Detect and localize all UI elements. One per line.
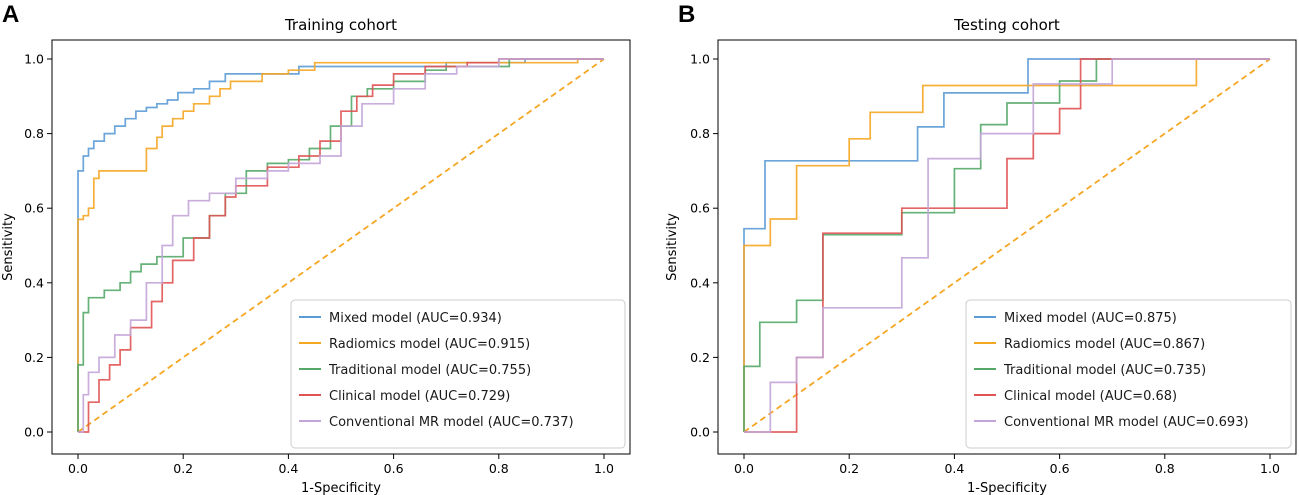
series-lines-b [743,58,1271,433]
roc-curve-a-4 [78,58,604,433]
legend-label-b-3: Traditional model (AUC=0.735) [1003,363,1206,378]
legend-box-a [290,299,626,449]
plot-frame-b [717,39,1297,455]
legend-label-b-4: Clinical model (AUC=0.68) [1004,389,1177,404]
y-tick-label-a: 0.6 [24,201,44,216]
chart-title-a: Training cohort [284,16,397,34]
roc-curve-b-1 [743,58,1270,432]
panel-label-a: A [2,1,19,28]
y-tick-label-b: 1.0 [690,52,710,67]
x-axis-label-a: 1-Specificity [301,481,381,495]
y-tick-label-b: 0.0 [690,425,710,440]
y-tick-label-b: 0.2 [690,350,710,365]
x-tick-label-a: 0.2 [173,461,193,476]
y-tick-label-b: 0.8 [690,126,710,141]
x-tick-label-a: 0.8 [489,461,509,476]
x-tick-label-b: 0.2 [839,461,859,476]
x-tick-label-b: 0.6 [1050,461,1070,476]
x-tick-label-a: 0.4 [278,461,298,476]
x-tick-label-a: 1.0 [594,461,614,476]
y-tick-label-a: 0.0 [24,425,44,440]
legend-label-b-1: Mixed model (AUC=0.875) [1004,311,1177,326]
y-tick-label-b: 0.4 [690,275,710,290]
roc-curve-a-5 [78,58,604,433]
ticks-b: 0.0 0.2 0.4 0.6 0.8 1.0 0.0 0.2 0.4 0.6 0.8 1.0 [690,52,1280,477]
panel-label-b: B [678,1,695,28]
y-axis-label-a: Sensitivity [1,213,16,281]
legend-label-a-4: Clinical model (AUC=0.729) [329,389,510,404]
legend-label-b-2: Radiomics model (AUC=0.867) [1004,337,1205,352]
x-tick-label-a: 0.6 [384,461,404,476]
y-tick-label-a: 0.8 [24,126,44,141]
legend-box-b [965,299,1292,449]
legend-label-a-3: Traditional model (AUC=0.755) [328,363,531,378]
chart-title-b: Testing cohort [953,16,1060,34]
x-tick-label-b: 0.8 [1155,461,1175,476]
y-tick-label-a: 1.0 [24,52,44,67]
roc-curve-b-5 [744,58,1270,433]
x-tick-label-a: 0.0 [68,461,88,476]
series-lines-a [77,58,605,433]
legend-label-a-1: Mixed model (AUC=0.934) [329,311,502,326]
x-axis-label-b: 1-Specificity [967,481,1047,495]
y-axis-label-b: Sensitivity [665,213,680,281]
panel-b: B Testing cohort 0.0 0.2 0.4 0.6 0.8 1.00.00.… [665,1,1297,495]
ticks-a: 0.0 0.2 0.4 0.6 0.8 1.0 0.0 0.2 0.4 0.6 0.8 1.0 [24,52,614,477]
y-tick-label-a: 0.4 [24,275,44,290]
diagonal-reference-line-b [743,58,1271,433]
legend-b: Mixed model (AUC=0.875) Radiomics model (… [965,299,1292,449]
roc-curve-b-3 [743,58,1270,432]
plot-frame-a [51,39,631,455]
roc-curve-a-2 [77,58,604,432]
y-tick-label-a: 0.2 [24,350,44,365]
x-tick-label-b: 0.0 [734,461,754,476]
legend-label-a-5: Conventional MR model (AUC=0.737) [329,415,574,430]
x-tick-label-b: 0.4 [944,461,964,476]
panel-a: A Training cohort 0.0 0.2 0.4 0.6 0.8 1.00.00… [1,1,631,495]
x-tick-label-b: 1.0 [1260,461,1280,476]
roc-curve-a-1 [77,58,604,432]
legend-a: Mixed model (AUC=0.934) Radiomics model (… [290,299,626,449]
legend-label-a-2: Radiomics model (AUC=0.915) [329,337,530,352]
diagonal-reference-line-a [77,58,605,433]
legend-label-b-5: Conventional MR model (AUC=0.693) [1004,415,1249,430]
y-tick-label-b: 0.6 [690,201,710,216]
